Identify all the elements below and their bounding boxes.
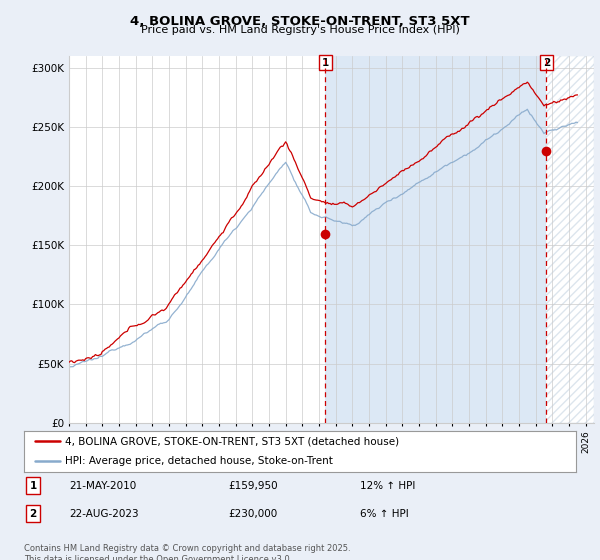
Text: Contains HM Land Registry data © Crown copyright and database right 2025.
This d: Contains HM Land Registry data © Crown c… <box>24 544 350 560</box>
Text: 6% ↑ HPI: 6% ↑ HPI <box>360 508 409 519</box>
Text: 12% ↑ HPI: 12% ↑ HPI <box>360 480 415 491</box>
Bar <box>547 56 594 423</box>
Text: 2: 2 <box>29 508 37 519</box>
Text: 1: 1 <box>29 480 37 491</box>
Text: 22-AUG-2023: 22-AUG-2023 <box>69 508 139 519</box>
Text: 4, BOLINA GROVE, STOKE-ON-TRENT, ST3 5XT (detached house): 4, BOLINA GROVE, STOKE-ON-TRENT, ST3 5XT… <box>65 436 400 446</box>
Text: HPI: Average price, detached house, Stoke-on-Trent: HPI: Average price, detached house, Stok… <box>65 456 333 466</box>
Text: 4, BOLINA GROVE, STOKE-ON-TRENT, ST3 5XT: 4, BOLINA GROVE, STOKE-ON-TRENT, ST3 5XT <box>130 15 470 28</box>
Text: 21-MAY-2010: 21-MAY-2010 <box>69 480 136 491</box>
Bar <box>325 56 547 423</box>
Text: £159,950: £159,950 <box>228 480 278 491</box>
Text: £230,000: £230,000 <box>228 508 277 519</box>
Text: 2: 2 <box>543 58 550 68</box>
Text: 1: 1 <box>322 58 329 68</box>
Text: Price paid vs. HM Land Registry's House Price Index (HPI): Price paid vs. HM Land Registry's House … <box>140 25 460 35</box>
